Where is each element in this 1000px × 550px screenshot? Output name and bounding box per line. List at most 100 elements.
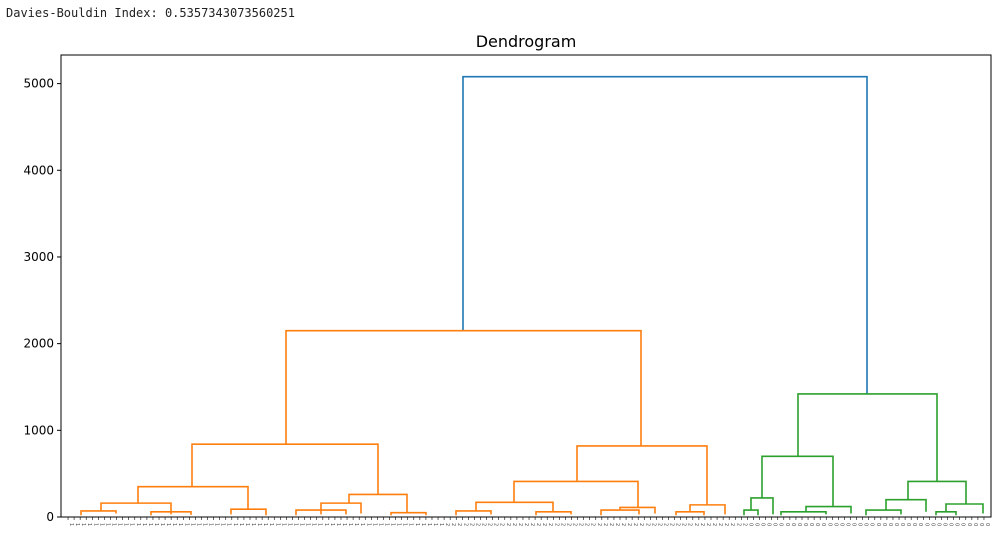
- leaf-label: 1: [159, 523, 165, 526]
- leaf-label: 1: [402, 523, 408, 526]
- leaf-label: 0: [972, 523, 978, 526]
- leaf-label: 0: [984, 523, 990, 526]
- leaf-label: 2: [505, 523, 511, 526]
- leaf-label: 1: [438, 523, 444, 526]
- dendrogram-link-25: [805, 505, 852, 514]
- leaf-label: 2: [650, 523, 656, 526]
- leaf-label: 1: [117, 523, 123, 526]
- dendrogram-link-5: [230, 508, 267, 516]
- leaf-label: 0: [881, 523, 887, 526]
- leaf-label: 1: [244, 523, 250, 526]
- leaf-label: 1: [365, 523, 371, 526]
- leaf-label: 0: [753, 523, 759, 526]
- leaf-label: 0: [808, 523, 814, 526]
- dendrogram-link-24: [743, 509, 759, 516]
- leaf-label: 1: [311, 523, 317, 526]
- leaf-label: 0: [917, 523, 923, 526]
- leaf-label: 1: [280, 523, 286, 526]
- leaf-label: 2: [614, 523, 620, 526]
- leaf-label: 2: [602, 523, 608, 526]
- leaf-label: 0: [790, 523, 796, 526]
- leaf-label: 2: [590, 523, 596, 526]
- leaf-label: 2: [523, 523, 529, 526]
- dendrogram-link-26: [780, 510, 827, 516]
- leaf-label: 2: [553, 523, 559, 526]
- leaf-label: 2: [584, 523, 590, 526]
- leaf-label: 2: [462, 523, 468, 526]
- leaf-label: 1: [390, 523, 396, 526]
- leaf-label: 0: [844, 523, 850, 526]
- leaf-label: 2: [578, 523, 584, 526]
- leaf-label: 0: [978, 523, 984, 526]
- leaf-label: 1: [323, 523, 329, 526]
- dendrogram-link-11: [390, 511, 427, 516]
- leaf-label: 1: [104, 523, 110, 526]
- leaf-label: 1: [80, 523, 86, 526]
- y-tick-label: 1000: [23, 423, 54, 437]
- leaf-label: 2: [735, 523, 741, 526]
- leaf-label: 2: [626, 523, 632, 526]
- dendrogram-link-22: [761, 455, 834, 507]
- leaf-label: 1: [201, 523, 207, 526]
- leaf-label: 2: [687, 523, 693, 526]
- dendrogram-link-23: [750, 497, 774, 515]
- leaf-label: 2: [474, 523, 480, 526]
- leaf-label: 0: [814, 523, 820, 526]
- dendrogram-link-8: [348, 493, 408, 513]
- leaf-label: 0: [851, 523, 857, 526]
- leaf-label: 1: [256, 523, 262, 526]
- leaf-label: 1: [153, 523, 159, 526]
- leaf-label: 0: [802, 523, 808, 526]
- leaf-label: 1: [68, 523, 74, 526]
- leaf-label: 2: [571, 523, 577, 526]
- leaf-label: 2: [638, 523, 644, 526]
- dendrogram-link-28: [885, 498, 927, 512]
- leaf-label: 2: [468, 523, 474, 526]
- leaf-label: 2: [517, 523, 523, 526]
- leaf-label: 0: [923, 523, 929, 526]
- leaf-label: 1: [129, 523, 135, 526]
- leaf-label: 1: [214, 523, 220, 526]
- leaf-label: 2: [608, 523, 614, 526]
- leaf-label: 0: [887, 523, 893, 526]
- leaf-label: 1: [329, 523, 335, 526]
- leaf-label: 1: [92, 523, 98, 526]
- leaf-label: 1: [371, 523, 377, 526]
- leaf-label: 0: [863, 523, 869, 526]
- leaf-label: 2: [499, 523, 505, 526]
- y-tick-label: 4000: [23, 163, 54, 177]
- leaf-label: 1: [359, 523, 365, 526]
- leaf-label: 1: [177, 523, 183, 526]
- leaf-label: 2: [717, 523, 723, 526]
- leaf-label: 2: [481, 523, 487, 526]
- dendrogram-link-12: [576, 445, 708, 505]
- leaf-label: 0: [838, 523, 844, 526]
- leaf-label: 1: [98, 523, 104, 526]
- leaf-label: 0: [960, 523, 966, 526]
- leaf-label: 0: [935, 523, 941, 526]
- leaf-label: 2: [741, 523, 747, 526]
- dendrogram-link-14: [475, 501, 554, 512]
- leaf-label: 0: [966, 523, 972, 526]
- leaf-label: 1: [408, 523, 414, 526]
- chart-title: Dendrogram: [476, 32, 577, 51]
- leaf-label: 2: [705, 523, 711, 526]
- leaf-label: 1: [347, 523, 353, 526]
- leaf-label: 1: [141, 523, 147, 526]
- dendrogram-link-17: [619, 506, 656, 514]
- leaf-label: 2: [644, 523, 650, 526]
- dendrogram-link-18: [600, 509, 640, 516]
- leaf-label: 2: [529, 523, 535, 526]
- leaf-label: 2: [541, 523, 547, 526]
- dendrogram-link-6: [80, 510, 117, 516]
- leaf-label: 1: [220, 523, 226, 526]
- dendrogram-link-13: [513, 480, 639, 508]
- leaf-label: 2: [559, 523, 565, 526]
- y-tick-label: 3000: [23, 250, 54, 264]
- leaf-label: 0: [826, 523, 832, 526]
- leaf-label: 2: [535, 523, 541, 526]
- leaf-label: 1: [292, 523, 298, 526]
- dendrogram-link-7: [150, 510, 192, 516]
- leaf-label: 2: [632, 523, 638, 526]
